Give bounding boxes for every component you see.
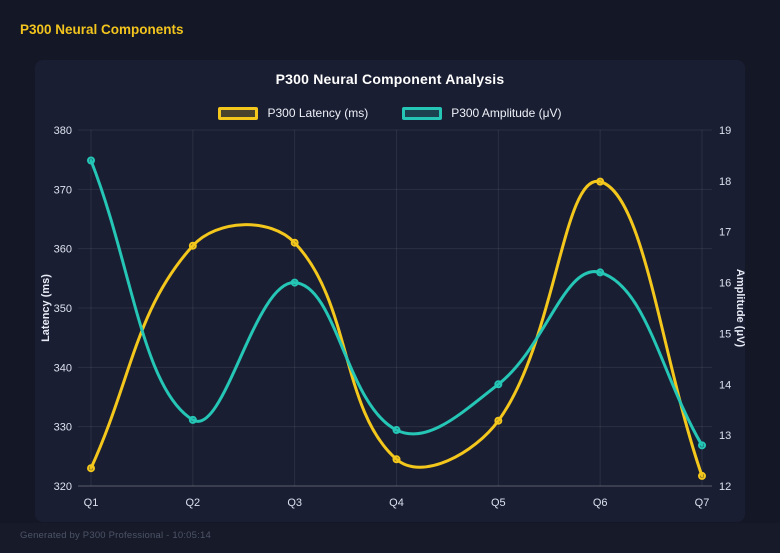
legend-label: P300 Amplitude (μV): [451, 106, 562, 120]
series-line-latency: [89, 180, 704, 478]
x-axis-tick: Q5: [491, 497, 506, 509]
chart-title: P300 Neural Component Analysis: [275, 71, 505, 87]
y-axis-title-right: Amplitude (μV): [734, 269, 745, 348]
y-axis-tick-left: 340: [54, 362, 72, 374]
y-axis-tick-left: 360: [54, 244, 72, 256]
data-point[interactable]: [188, 415, 197, 424]
data-point[interactable]: [596, 177, 605, 186]
chart-panel: 380 370 360 350 340 330 320 19 18 17 16 15 14 13 12 Q1 Q…: [35, 60, 745, 522]
data-point[interactable]: [494, 380, 503, 389]
series-line-amplitude: [89, 159, 704, 447]
x-axis-tick: Q1: [84, 497, 99, 509]
y-axis-tick-left: 350: [54, 303, 72, 315]
y-axis-tick-right: 18: [719, 176, 731, 188]
legend-swatch: [218, 106, 259, 120]
line-chart[interactable]: 380 370 360 350 340 330 320 19 18 17 16 15 14 13 12 Q1 Q…: [35, 60, 745, 522]
data-point[interactable]: [290, 238, 299, 247]
data-point[interactable]: [494, 416, 503, 425]
data-point[interactable]: [392, 426, 401, 435]
legend-swatch: [402, 106, 443, 120]
y-axis-tick-right: 14: [719, 379, 731, 391]
data-point[interactable]: [596, 268, 605, 277]
page-title: P300 Neural Components: [20, 22, 184, 37]
data-point[interactable]: [188, 241, 197, 250]
y-axis-tick-right: 15: [719, 328, 731, 340]
y-axis-tick-right: 16: [719, 278, 731, 290]
data-point[interactable]: [87, 156, 95, 165]
y-axis-tick-right: 12: [719, 481, 731, 493]
data-point[interactable]: [392, 455, 401, 464]
legend-item[interactable]: P300 Amplitude (μV): [402, 106, 562, 120]
y-axis-title-left: Latency (ms): [40, 274, 52, 342]
legend-label: P300 Latency (ms): [267, 106, 369, 120]
legend-item[interactable]: P300 Latency (ms): [218, 106, 368, 120]
x-axis-tick: Q3: [287, 497, 302, 509]
x-axis-tick: Q4: [389, 497, 404, 509]
y-axis-tick-right: 13: [719, 430, 731, 442]
data-point[interactable]: [290, 278, 299, 287]
y-axis-tick-right: 17: [719, 227, 731, 239]
data-point[interactable]: [697, 441, 706, 450]
x-axis-tick: Q2: [185, 497, 200, 509]
y-axis-tick-right: 19: [719, 125, 731, 137]
y-axis-tick-left: 320: [54, 481, 72, 493]
data-point[interactable]: [87, 464, 95, 473]
footer-bar: Generated by P300 Professional - 10:05:1…: [0, 523, 780, 553]
y-axis-tick-left: 370: [54, 184, 72, 196]
data-point[interactable]: [697, 471, 706, 480]
x-axis-tick: Q6: [593, 497, 608, 509]
y-axis-tick-left: 330: [54, 422, 72, 434]
footer-text: Generated by P300 Professional - 10:05:1…: [20, 530, 211, 541]
chart-legend: P300 Latency (ms) P300 Amplitude (μV): [35, 102, 745, 124]
y-axis-tick-left: 380: [54, 125, 72, 137]
x-axis-tick: Q7: [695, 497, 710, 509]
